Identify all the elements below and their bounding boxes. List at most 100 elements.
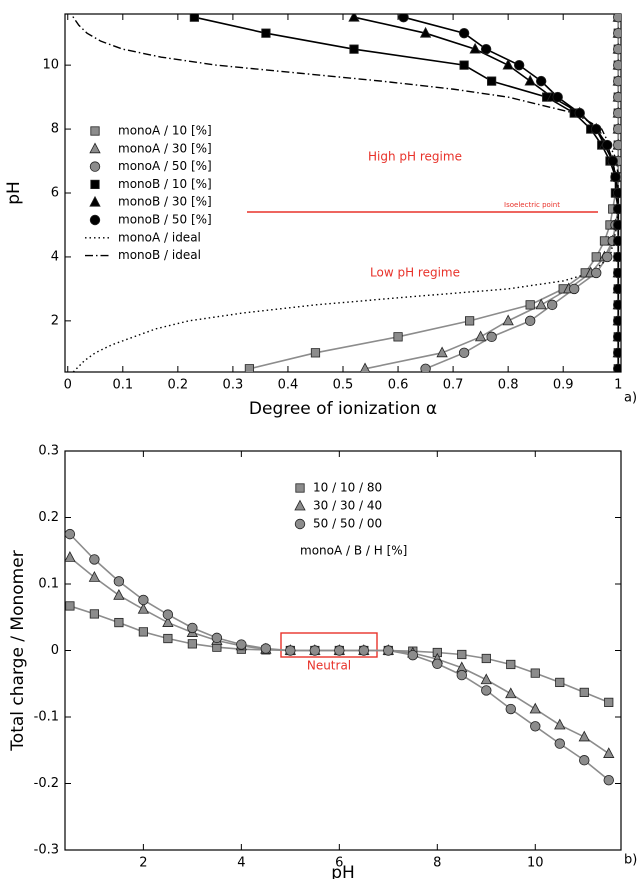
x-tick-label: 8 bbox=[433, 856, 441, 871]
x-tick-label: 0 bbox=[64, 378, 72, 393]
legend-marker bbox=[90, 179, 100, 189]
marker-square bbox=[114, 617, 124, 628]
marker-triangle bbox=[359, 362, 371, 372]
series-line bbox=[403, 16, 620, 369]
y-axis-title: pH bbox=[4, 181, 24, 205]
marker-square bbox=[487, 76, 497, 86]
series-line bbox=[425, 17, 620, 370]
panel-label: b) bbox=[624, 853, 637, 868]
marker-circle bbox=[309, 645, 321, 656]
marker-square bbox=[530, 668, 540, 678]
x-tick-label: 4 bbox=[237, 856, 245, 871]
marker-circle bbox=[613, 107, 621, 119]
y-axis-title: Total charge / Monomer bbox=[8, 550, 28, 751]
marker-circle bbox=[138, 594, 149, 606]
legend-label: monoA / ideal bbox=[118, 230, 201, 244]
marker-circle bbox=[530, 721, 541, 732]
marker-triangle bbox=[348, 14, 360, 22]
x-tick-label: 0.2 bbox=[168, 378, 189, 393]
marker-circle bbox=[613, 75, 621, 87]
legend-marker bbox=[89, 161, 101, 172]
x-tick-label: 0.7 bbox=[443, 378, 464, 393]
x-tick-label: 0.8 bbox=[498, 378, 519, 393]
marker-square bbox=[189, 14, 199, 22]
marker-triangle bbox=[603, 747, 615, 758]
marker-circle bbox=[613, 347, 621, 359]
y-tick-label: 4 bbox=[51, 249, 59, 264]
x-tick-label: 0.6 bbox=[388, 378, 409, 393]
y-tick-label: 8 bbox=[51, 122, 59, 137]
x-tick-label: 0.4 bbox=[278, 378, 299, 393]
x-tick-label: 0.1 bbox=[112, 378, 133, 393]
marker-square bbox=[138, 627, 148, 637]
legend-marker bbox=[89, 214, 101, 226]
marker-triangle bbox=[474, 330, 487, 342]
marker-circle bbox=[480, 43, 492, 55]
series-line bbox=[364, 17, 620, 370]
annotation: Isoelectric point bbox=[504, 201, 560, 209]
marker-square bbox=[555, 677, 565, 688]
x-tick-label: 0.9 bbox=[553, 378, 574, 393]
y-tick-label: 0.2 bbox=[38, 510, 59, 525]
marker-square bbox=[349, 44, 359, 54]
marker-circle bbox=[458, 27, 470, 39]
marker-circle bbox=[187, 622, 198, 634]
marker-circle bbox=[602, 251, 613, 263]
marker-circle bbox=[591, 123, 602, 135]
marker-circle bbox=[524, 315, 536, 327]
marker-circle bbox=[334, 645, 345, 656]
marker-circle bbox=[579, 755, 590, 766]
marker-circle bbox=[383, 645, 394, 656]
legend-label: monoB / 50 [%] bbox=[118, 213, 212, 227]
marker-square bbox=[579, 687, 589, 697]
marker-square bbox=[163, 633, 173, 644]
neutral-box bbox=[280, 632, 378, 658]
legend-label: monoA / 50 [%] bbox=[118, 159, 212, 173]
x-tick-label: 0.5 bbox=[333, 378, 354, 393]
marker-square bbox=[457, 649, 467, 660]
marker-circle bbox=[613, 203, 621, 215]
marker-circle bbox=[407, 649, 419, 661]
marker-circle bbox=[602, 139, 613, 151]
annotation: Low pH regime bbox=[370, 266, 460, 280]
marker-triangle bbox=[524, 74, 536, 86]
marker-square bbox=[506, 659, 516, 670]
y-tick-label: -0.3 bbox=[34, 843, 59, 858]
marker-circle bbox=[65, 528, 76, 540]
x-tick-label: 1 bbox=[614, 378, 622, 393]
marker-circle bbox=[613, 299, 621, 311]
marker-circle bbox=[569, 283, 580, 295]
legend-label: monoB / ideal bbox=[118, 248, 201, 262]
marker-circle bbox=[420, 363, 431, 372]
marker-circle bbox=[613, 91, 621, 103]
marker-triangle bbox=[469, 42, 481, 54]
marker-square bbox=[310, 348, 321, 358]
marker-circle bbox=[613, 219, 621, 231]
annotation: Neutral bbox=[307, 659, 351, 673]
marker-circle bbox=[613, 27, 621, 39]
marker-circle bbox=[607, 155, 618, 167]
legend-marker bbox=[295, 483, 305, 493]
marker-circle bbox=[113, 576, 125, 587]
marker-triangle bbox=[578, 730, 590, 742]
marker-circle bbox=[236, 639, 247, 650]
marker-triangle bbox=[436, 346, 448, 358]
marker-circle bbox=[574, 107, 585, 119]
marker-triangle bbox=[88, 570, 101, 582]
marker-triangle bbox=[535, 298, 547, 310]
legend-marker bbox=[294, 518, 306, 530]
legend-label: monoA / 30 [%] bbox=[118, 141, 212, 155]
marker-square bbox=[261, 28, 271, 38]
marker-circle bbox=[613, 123, 621, 135]
marker-circle bbox=[613, 315, 621, 327]
marker-circle bbox=[552, 91, 563, 103]
marker-circle bbox=[613, 267, 621, 279]
x-tick-label: 0.3 bbox=[223, 378, 244, 393]
marker-triangle bbox=[529, 702, 541, 714]
y-tick-label: 0 bbox=[51, 643, 59, 658]
marker-circle bbox=[285, 645, 296, 656]
x-tick-label: 10 bbox=[527, 856, 544, 871]
marker-circle bbox=[432, 658, 443, 670]
marker-triangle bbox=[502, 314, 514, 326]
